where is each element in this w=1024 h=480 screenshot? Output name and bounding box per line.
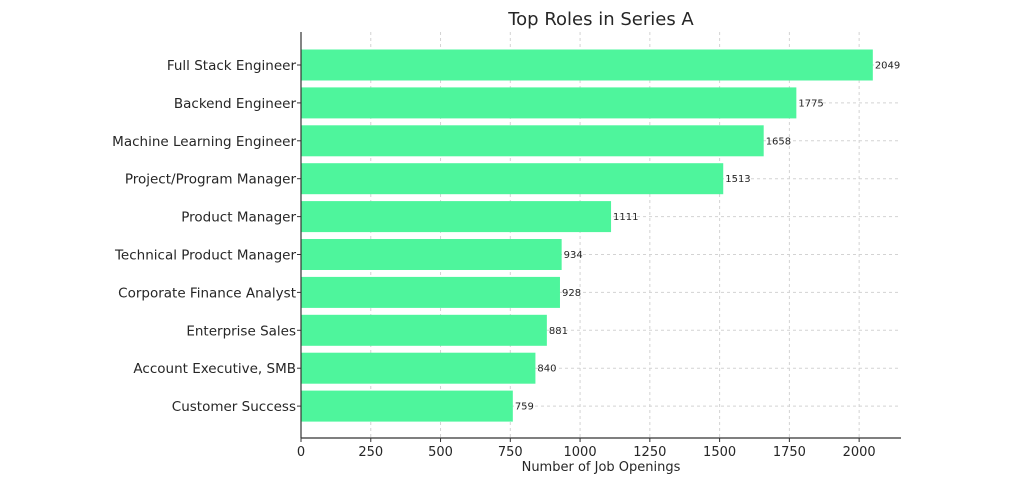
x-tick-label: 1000 [564, 445, 597, 460]
data-label: 881 [549, 326, 568, 337]
category-label: Full Stack Engineer [167, 58, 297, 74]
bar [301, 314, 547, 346]
data-label: 759 [515, 402, 534, 413]
x-tick-label: 500 [428, 445, 453, 460]
category-label: Machine Learning Engineer [112, 134, 296, 150]
data-label: 1658 [766, 136, 791, 147]
data-label: 2049 [875, 61, 900, 72]
data-label: 1775 [798, 98, 823, 109]
category-label: Project/Program Manager [125, 172, 297, 188]
x-tick-label: 1250 [633, 445, 666, 460]
x-tick-label: 2000 [843, 445, 876, 460]
bar [301, 352, 536, 384]
chart-title: Top Roles in Series A [507, 9, 694, 30]
bar [301, 125, 764, 157]
data-label: 1111 [613, 212, 638, 223]
category-label: Product Manager [181, 210, 296, 226]
category-label: Customer Success [172, 399, 296, 415]
data-label: 928 [562, 288, 581, 299]
x-tick-label: 250 [358, 445, 383, 460]
category-label: Account Executive, SMB [133, 361, 296, 377]
x-tick-label: 750 [498, 445, 523, 460]
axes-layer: Full Stack Engineer Backend Engineer Machi… [112, 32, 901, 460]
bar [301, 276, 560, 308]
category-label: Backend Engineer [174, 96, 297, 112]
bar [301, 239, 562, 270]
x-tick-label: 0 [297, 445, 305, 460]
x-tick-label: 1750 [773, 445, 806, 460]
x-tick-label: 1500 [703, 445, 736, 460]
bar [301, 163, 724, 195]
bars-layer: 2049 1775 1658 1513 1111 934 928 881 840 759 [301, 49, 900, 422]
bar [301, 390, 513, 422]
x-axis-title: Number of Job Openings [522, 460, 681, 475]
data-label: 934 [564, 250, 583, 261]
bar [301, 49, 873, 81]
category-label: Technical Product Manager [114, 248, 296, 264]
bar [301, 87, 797, 119]
data-label: 840 [537, 364, 556, 375]
category-label: Corporate Finance Analyst [118, 285, 296, 301]
data-label: 1513 [725, 174, 750, 185]
category-label: Enterprise Sales [186, 323, 296, 339]
bar [301, 201, 612, 233]
